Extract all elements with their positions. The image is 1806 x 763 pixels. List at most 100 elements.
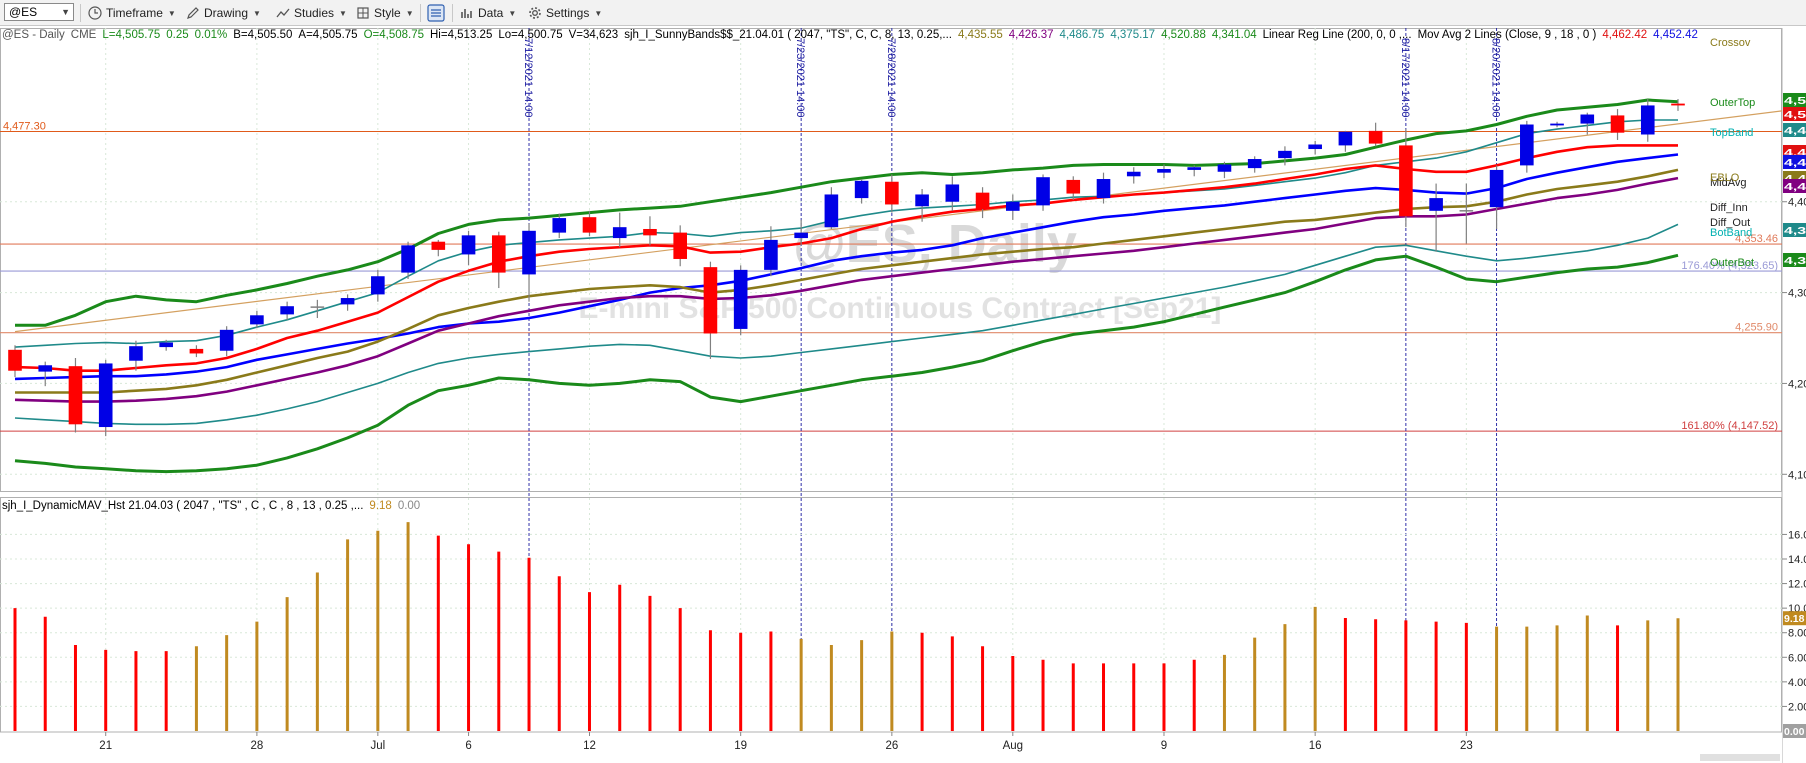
x-tick-label: 16 [1309, 740, 1322, 752]
info-study3-val: 4,462.42 [1602, 29, 1648, 41]
x-tick-label: 12 [583, 740, 596, 752]
candle-body [1308, 144, 1322, 150]
candle-body [1671, 103, 1685, 106]
settings-label: Settings [546, 6, 590, 20]
time-marker-label: 8/20/2021 14:00 [1490, 38, 1502, 118]
info-study1-val: 4,426.37 [1008, 29, 1054, 41]
info-low: Lo=4,500.75 [498, 29, 563, 41]
data-button[interactable]: Data ▼ [460, 3, 516, 23]
price-tag-bg [1783, 223, 1806, 237]
level-label: 4,477.30 [3, 121, 46, 133]
chevron-down-icon: ▼ [61, 7, 70, 17]
candle-body [98, 363, 113, 428]
price-tag-label: 4,520.88 [1784, 95, 1806, 107]
candle-body [38, 365, 53, 372]
style-button[interactable]: Style ▼ [356, 3, 414, 23]
layout-button[interactable] [427, 3, 449, 23]
hist-val2: 0.00 [397, 500, 421, 512]
chevron-down-icon: ▼ [167, 8, 176, 18]
studies-button[interactable]: Studies ▼ [276, 3, 347, 23]
candle-body [1640, 105, 1655, 135]
time-marker-label: 7/23/2021 14:00 [794, 38, 806, 118]
candle-body [1036, 177, 1050, 206]
candle-body [219, 329, 234, 351]
candle-body [280, 306, 294, 315]
x-tick-label: 21 [99, 740, 112, 752]
candle-body [1429, 198, 1443, 211]
info-study1-val: 4,375.17 [1110, 29, 1156, 41]
candle-body [461, 235, 476, 255]
info-open: O=4,508.75 [363, 29, 424, 41]
layout-icon [427, 4, 445, 22]
candle-body [764, 239, 778, 270]
info-study3-val: 4,452.42 [1653, 29, 1698, 41]
info-study1: sjh_I_SunnyBands$$_21.04.01 ( 2047, "TS"… [624, 29, 953, 41]
y-tick-label: 4,400.00 [1788, 197, 1806, 209]
candle-body [1096, 179, 1111, 199]
candle-body [491, 235, 506, 273]
hist-y-tick-label: 6.00 [1788, 652, 1806, 664]
candle-body [1066, 179, 1081, 194]
drawing-label: Drawing [204, 6, 249, 20]
separator [80, 4, 81, 22]
info-study1-val: 4,341.04 [1211, 29, 1257, 41]
candle-body [8, 349, 22, 371]
price-tag-label: 4,505.75 [1784, 109, 1806, 121]
drawing-button[interactable]: Drawing ▼ [186, 3, 261, 23]
indicator-line [14, 253, 1679, 474]
histogram-info-line: sjh_I_DynamicMAV_Hst 21.04.03 ( 2047 , "… [2, 500, 426, 512]
hist-study-name: sjh_I_DynamicMAV_Hst 21.04.03 ( 2047 , "… [2, 500, 364, 512]
price-tag-bg [1783, 155, 1806, 169]
timeframe-button[interactable]: Timeframe ▼ [88, 3, 176, 23]
candle-body [1550, 123, 1564, 126]
candle-body [1368, 130, 1383, 144]
level-label: 4,353.46 [1735, 233, 1778, 245]
chevron-down-icon: ▼ [253, 8, 261, 18]
study-right-label: Diff_Inn [1710, 202, 1748, 214]
study-right-label: TopBand [1710, 127, 1753, 139]
chevron-down-icon: ▼ [339, 8, 347, 18]
hist-y-tick-label: 2.00 [1788, 701, 1806, 713]
separator [452, 4, 453, 22]
info-ask: A=4,505.75 [298, 29, 358, 41]
price-tag-bg [1783, 179, 1806, 193]
hist-y-tick-label: 4.00 [1788, 677, 1806, 689]
data-label: Data [478, 6, 504, 20]
candle-body [885, 181, 899, 205]
info-study1-val: 4,520.88 [1161, 29, 1206, 41]
time-marker-label: 7/28/2021 14:00 [885, 38, 897, 118]
candle-body [854, 180, 869, 199]
candle-body [1399, 145, 1413, 217]
indicator-line [15, 98, 1679, 327]
candle-body [1489, 169, 1504, 208]
candle-body [401, 245, 415, 273]
hist-tag-bg [1783, 611, 1806, 626]
price-tag-label: 4,375.17 [1784, 225, 1806, 237]
scrollbar-thumb [1700, 754, 1780, 761]
study-right-label: OuterBot [1710, 257, 1754, 269]
candle-body [1005, 201, 1020, 211]
candle-body [1278, 150, 1292, 159]
candle-body [703, 267, 718, 334]
candle-body [1247, 159, 1262, 169]
study-right-label: EBLO [1710, 172, 1740, 184]
info-study1-val: 4,435.55 [958, 29, 1003, 41]
settings-button[interactable]: Settings ▼ [528, 3, 602, 23]
x-tick-label: 19 [734, 740, 747, 752]
price-axis-bg [1783, 28, 1806, 763]
x-tick-label: 6 [465, 740, 471, 752]
level-label: 176.40% (4,323.65) [1681, 260, 1778, 272]
price-tag-label: 4,426.37 [1784, 181, 1806, 193]
hist-y-tick-label: 14.00 [1788, 554, 1806, 566]
indicator-line [14, 223, 1679, 426]
bar-chart-icon [461, 9, 472, 18]
symbol-input[interactable]: @ES ▼ [4, 3, 74, 21]
x-tick-label: 23 [1460, 740, 1473, 752]
hist-zero-tag-label: 0.00 [1784, 726, 1805, 738]
gear-icon [529, 7, 541, 19]
price-tag-label: 4,452.42 [1784, 157, 1806, 169]
level-label: 4,255.90 [1735, 322, 1778, 334]
chart-info-line: @ES - Daily CME L=4,505.75 0.25 0.01% B=4,505… [2, 29, 1704, 41]
separator [420, 4, 421, 22]
